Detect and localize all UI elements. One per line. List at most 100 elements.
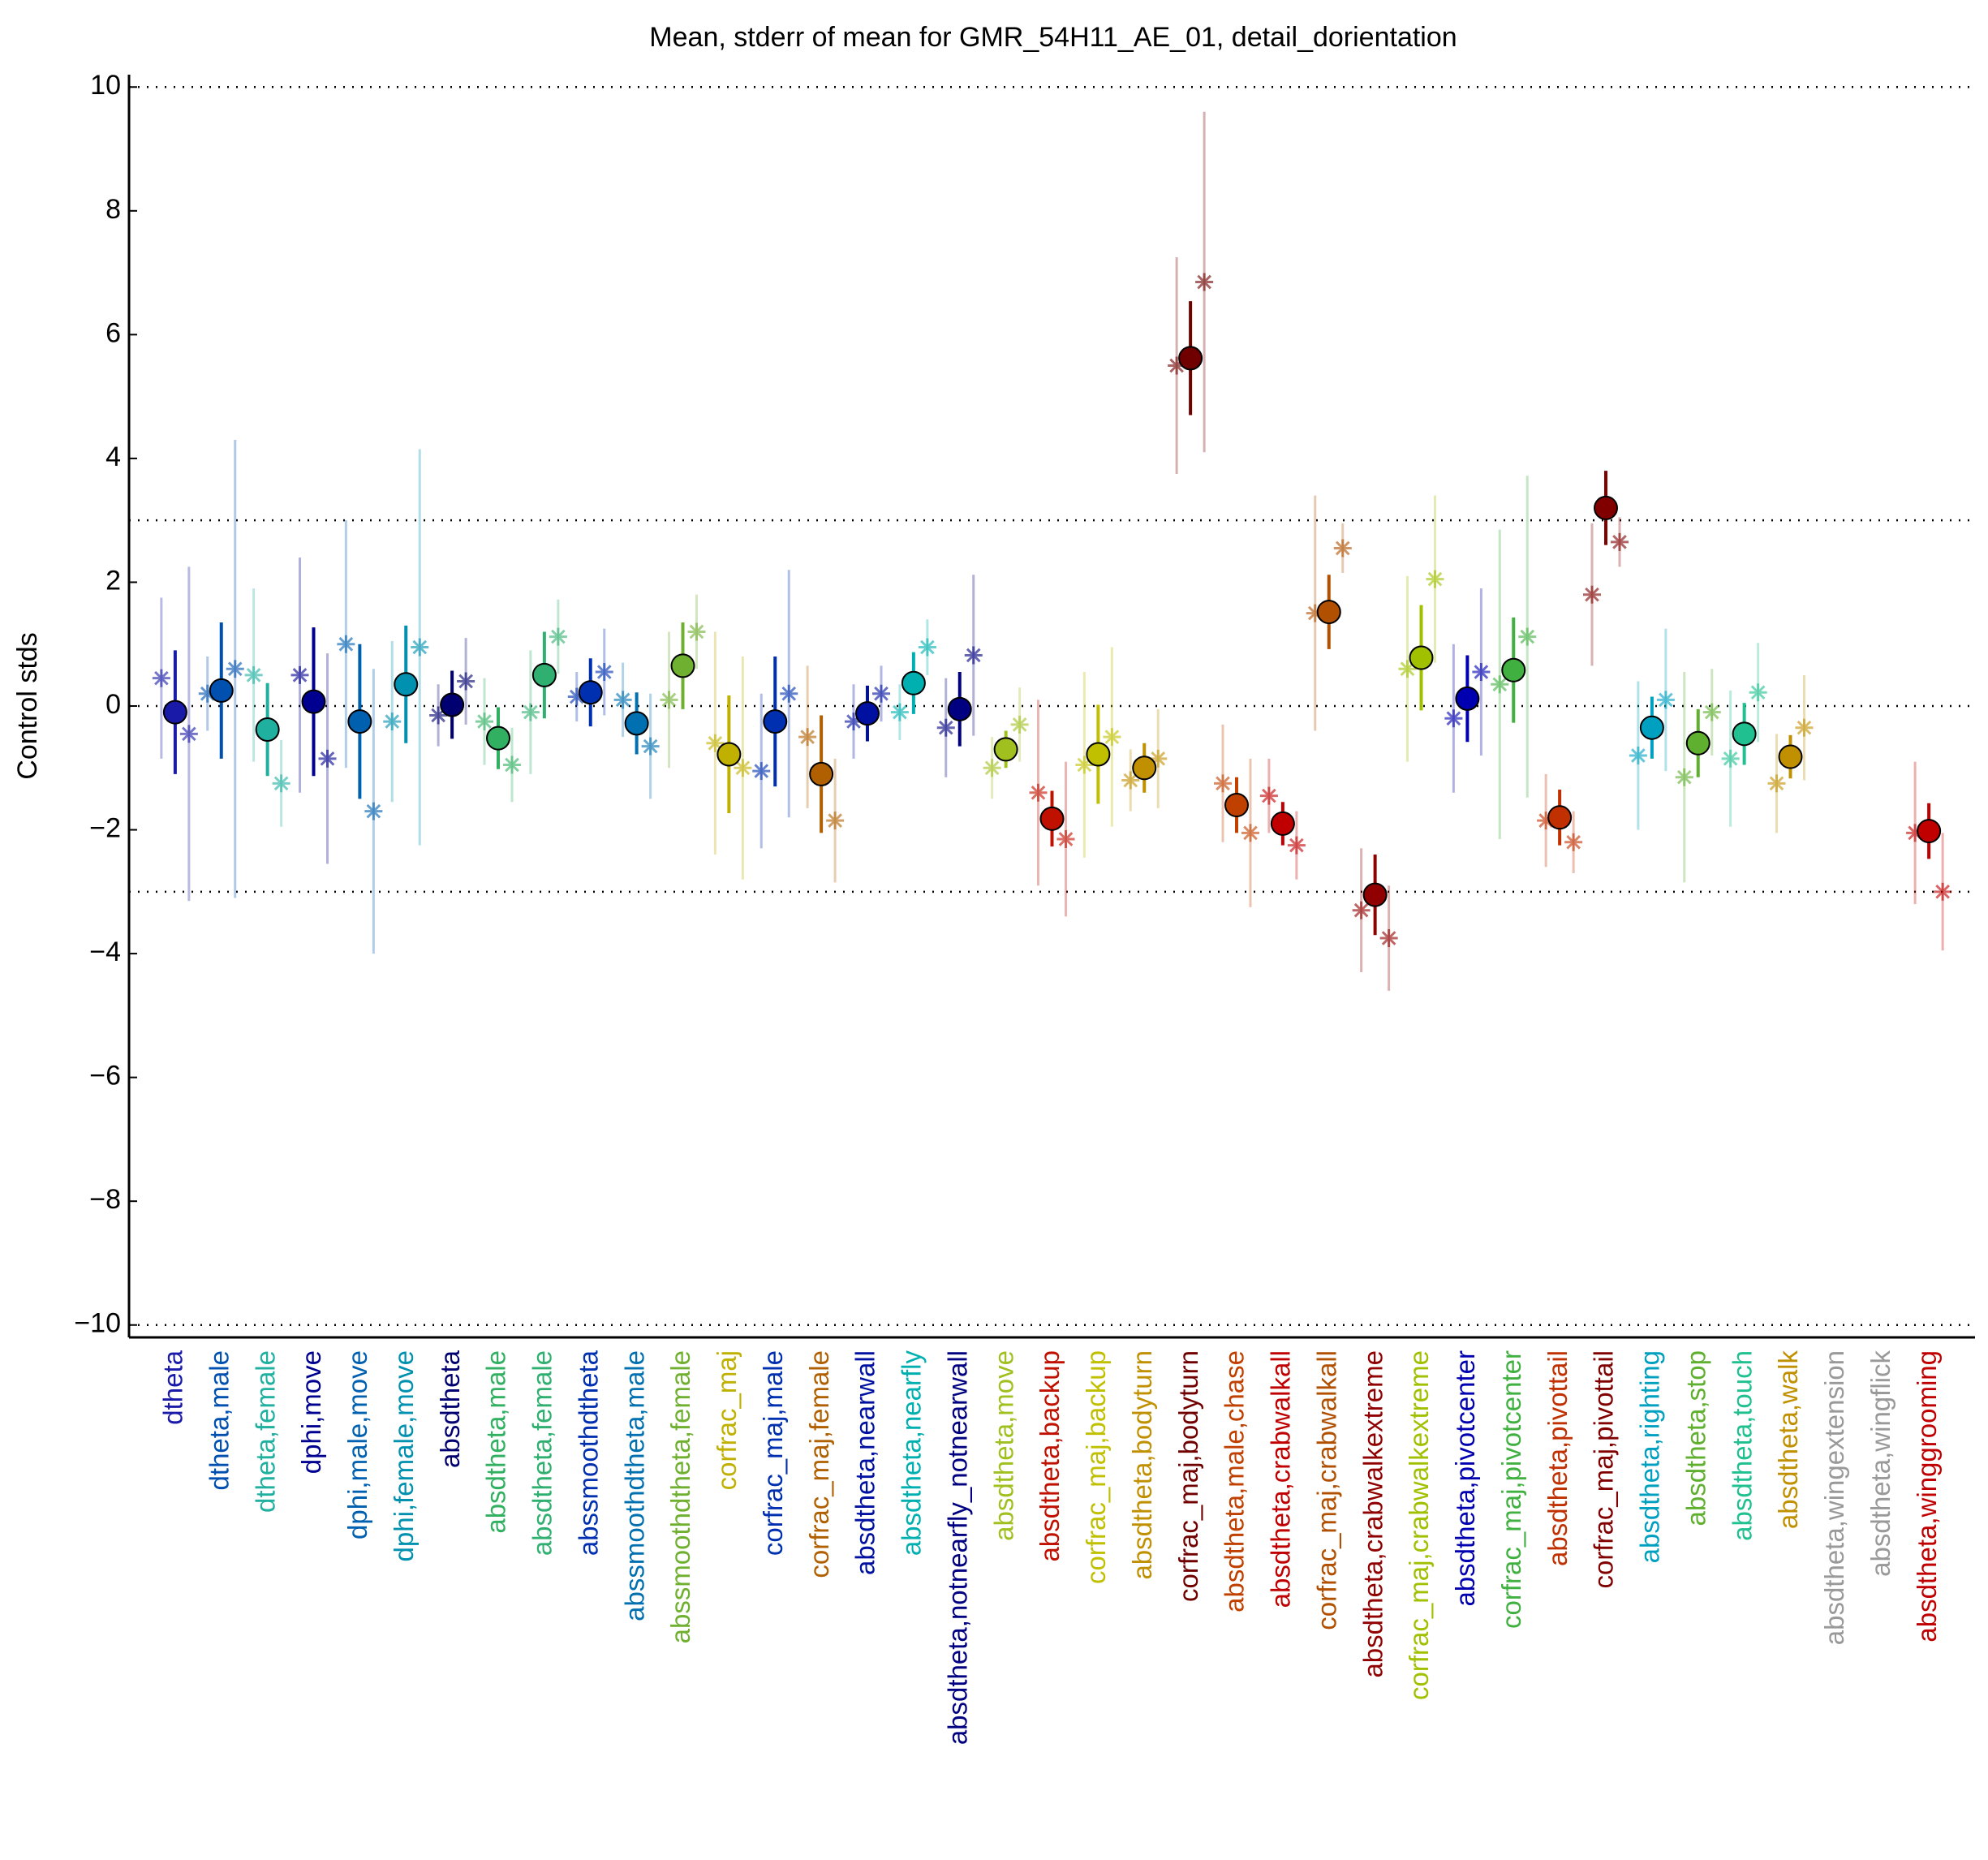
sub-mean-star xyxy=(1472,663,1491,682)
x-tick-label: absdtheta,crabwalkall xyxy=(1266,1350,1296,1608)
star-spoke xyxy=(1769,776,1784,791)
sub-mean-star xyxy=(1287,836,1306,855)
mean-marker xyxy=(716,742,742,767)
star-spoke xyxy=(735,760,751,776)
x-tick-label: dphi,female,move xyxy=(389,1350,419,1561)
star-spoke xyxy=(1262,788,1276,803)
mean-marker xyxy=(670,653,695,678)
star-spoke xyxy=(874,686,889,701)
y-tick-label: −6 xyxy=(89,1061,121,1091)
x-tick-label: absdtheta,stop xyxy=(1680,1350,1710,1526)
mean-marker xyxy=(1917,819,1942,844)
sub-mean-star xyxy=(1721,749,1740,768)
star-spoke xyxy=(1012,717,1027,732)
x-tick-label: corfrac_maj,backup xyxy=(1081,1350,1111,1584)
x-tick-label: absdtheta xyxy=(435,1350,465,1468)
star-spoke xyxy=(477,714,492,729)
x-tick-label: corfrac_maj,bodyturn xyxy=(1173,1350,1203,1602)
sub-mean-star xyxy=(1675,768,1693,786)
sub-mean-star xyxy=(475,713,493,731)
mean-marker xyxy=(1039,806,1065,831)
x-tick-label: dphi,move xyxy=(296,1350,326,1474)
star-spoke xyxy=(1427,571,1443,587)
sub-mean-star xyxy=(687,622,706,641)
y-axis-label: Control stds xyxy=(12,632,43,779)
x-tick-label: absdtheta,righting xyxy=(1635,1350,1665,1563)
star-spoke xyxy=(1704,704,1719,720)
star-spoke xyxy=(1723,751,1738,766)
mean-marker xyxy=(901,670,926,695)
star-spoke xyxy=(596,665,612,679)
mean-marker xyxy=(1270,811,1295,836)
star-spoke xyxy=(227,661,243,677)
mean-marker xyxy=(209,678,234,703)
mean-marker xyxy=(1362,882,1388,907)
star-spoke xyxy=(1123,773,1138,788)
sub-mean-star xyxy=(890,703,909,721)
sub-mean-star xyxy=(1121,771,1140,790)
sub-mean-star xyxy=(318,749,337,768)
mean-marker xyxy=(1501,657,1526,682)
star-spoke xyxy=(1216,776,1230,791)
star-spoke xyxy=(800,730,815,744)
star-spoke xyxy=(1197,274,1211,290)
sub-mean-star xyxy=(1214,774,1232,793)
x-tick-label: corfrac_maj,female xyxy=(804,1350,834,1578)
x-tick-label: absdtheta,nearwall xyxy=(850,1350,880,1575)
sub-mean-star xyxy=(936,718,955,737)
sub-mean-star xyxy=(1010,715,1029,734)
sub-mean-star xyxy=(1702,703,1721,721)
x-tick-label: absdtheta,bodyturn xyxy=(1127,1350,1157,1580)
mean-marker xyxy=(301,689,326,714)
star-spoke xyxy=(1659,692,1673,708)
sub-mean-star xyxy=(1352,901,1371,919)
sub-mean-star xyxy=(383,713,402,731)
sub-mean-star xyxy=(1795,718,1814,737)
star-spoke xyxy=(1631,748,1646,763)
mean-marker xyxy=(1685,730,1710,756)
star-spoke xyxy=(385,714,400,729)
sub-mean-star xyxy=(1749,683,1767,702)
star-spoke xyxy=(708,735,723,751)
mean-marker xyxy=(486,725,510,751)
y-tick-label: 0 xyxy=(105,689,121,720)
sub-mean-star xyxy=(918,638,936,657)
sub-mean-star xyxy=(1629,747,1647,765)
mean-marker xyxy=(1132,756,1157,781)
star-spoke xyxy=(505,757,519,773)
star-spoke xyxy=(615,692,630,708)
x-tick-label: abssmoothdtheta,female xyxy=(665,1350,695,1643)
star-spoke xyxy=(182,726,196,742)
sub-mean-star xyxy=(521,703,540,721)
x-tick-label: absdtheta,male,chase xyxy=(1220,1350,1250,1612)
mean-marker xyxy=(855,701,880,726)
sub-mean-star xyxy=(1934,882,1952,901)
mean-marker xyxy=(440,692,465,717)
mean-marker xyxy=(1409,645,1434,670)
sub-mean-star xyxy=(1518,627,1537,646)
sub-mean-star xyxy=(1583,585,1601,604)
mean-marker xyxy=(1778,744,1803,769)
mean-marker xyxy=(763,709,788,734)
x-tick-label: dtheta xyxy=(158,1350,188,1424)
x-tick-label: absdtheta,pivottail xyxy=(1543,1350,1573,1566)
sub-mean-star xyxy=(179,725,198,743)
star-spoke xyxy=(1520,629,1535,644)
star-spoke xyxy=(1104,730,1120,744)
star-spoke xyxy=(984,760,1000,776)
sub-mean-star xyxy=(290,665,309,684)
x-tick-label: absdtheta,notnearfly_notnearwall xyxy=(942,1350,972,1745)
star-spoke xyxy=(458,674,473,689)
star-spoke xyxy=(893,704,907,720)
star-spoke xyxy=(1676,769,1692,785)
mean-marker xyxy=(1732,721,1757,747)
y-tick-label: −4 xyxy=(89,936,121,967)
mean-marker xyxy=(993,737,1018,762)
x-tick-label: corfrac_maj,pivottail xyxy=(1589,1350,1619,1588)
sub-mean-star xyxy=(826,812,845,830)
sub-mean-star xyxy=(272,774,290,793)
sub-mean-star xyxy=(411,638,429,657)
x-tick-label: absdtheta,pivotcenter xyxy=(1450,1350,1480,1607)
x-tick-label: dtheta,female xyxy=(250,1350,280,1513)
sub-mean-star xyxy=(734,759,752,777)
